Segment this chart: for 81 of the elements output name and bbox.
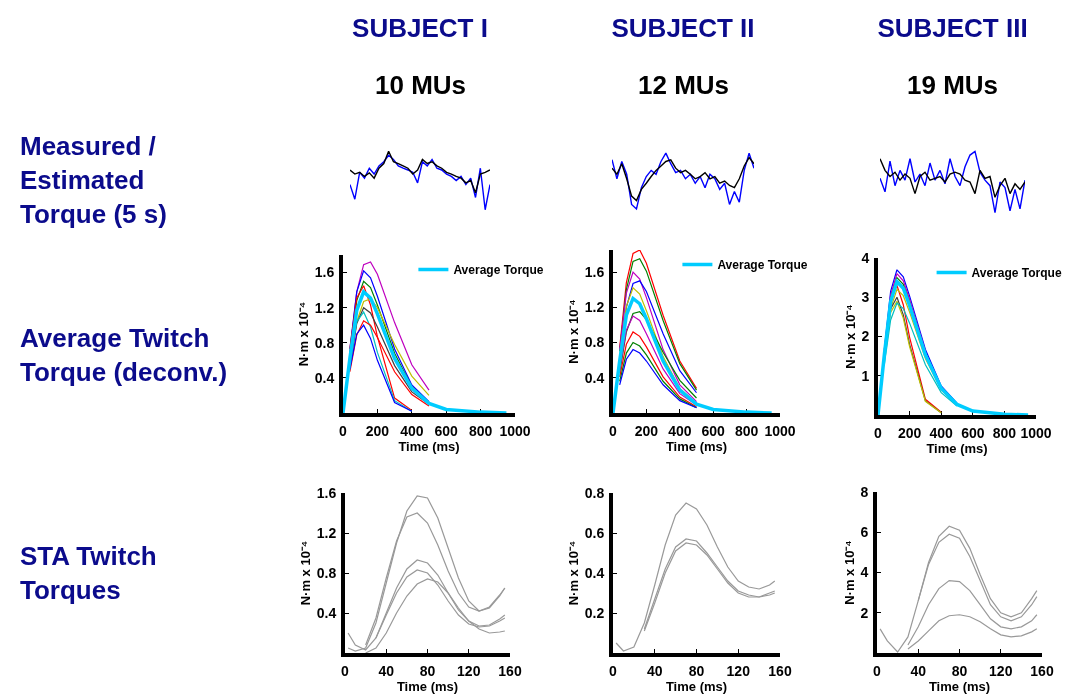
y-tick-label: 0.8: [316, 564, 337, 581]
y-tick-label: 1.2: [316, 524, 337, 541]
y-tick-label: 0.8: [584, 484, 605, 501]
x-tick-label: 400: [400, 422, 424, 439]
x-axis-title: Time (ms): [665, 438, 728, 454]
x-tick-label: 600: [434, 422, 459, 439]
x-tick-label: 200: [897, 424, 922, 441]
x-tick-label: 200: [634, 422, 659, 439]
y-tick-label: 1.6: [314, 264, 335, 281]
x-tick-label: 40: [646, 662, 663, 679]
y-axis-title: N·m x 10⁻⁴: [296, 301, 312, 367]
x-axis-title: Time (ms): [665, 678, 728, 694]
y-tick-label: 0.4: [584, 564, 605, 581]
y-axis-title: N·m x 10⁻⁴: [566, 299, 582, 364]
y-tick-label: 0.2: [584, 604, 605, 621]
x-tick-label: 80: [419, 662, 436, 679]
legend-label: Average Torque: [971, 266, 1062, 281]
x-tick-label: 400: [668, 422, 692, 439]
x-tick-label: 600: [961, 424, 985, 441]
y-axis-title: N·m x 10⁻⁴: [841, 540, 857, 605]
y-tick-label: 1.6: [584, 263, 605, 280]
y-tick-label: 4: [860, 564, 869, 581]
chart-subtitle: 19 MUs: [907, 70, 999, 100]
y-tick-label: 0.4: [314, 369, 335, 386]
x-tick-label: 120: [989, 662, 1013, 679]
x-tick-label: 400: [929, 424, 954, 441]
chart-title: SUBJECT I: [352, 13, 488, 44]
x-tick-label: 0: [609, 422, 618, 439]
text: Measured / Estimated Torque (5 s): [20, 131, 167, 229]
y-tick-label: 3: [861, 289, 870, 306]
x-tick-label: 160: [768, 662, 792, 679]
y-tick-label: 0.8: [314, 334, 335, 351]
y-tick-label: 1: [861, 367, 870, 384]
y-tick-label: 6: [860, 524, 869, 541]
x-tick-label: 800: [468, 422, 493, 439]
text: Average Twitch Torque (deconv.): [20, 323, 228, 387]
y-tick-label: 2: [861, 328, 870, 345]
chart-title: SUBJECT III: [877, 13, 1028, 44]
x-tick-label: 1000: [764, 422, 796, 439]
y-tick-label: 0.4: [584, 369, 605, 386]
x-tick-label: 80: [688, 662, 705, 679]
y-tick-label: 4: [861, 249, 870, 266]
y-tick-label: 1.2: [314, 299, 335, 316]
text: STA Twitch Torques: [20, 541, 157, 605]
y-tick-label: 8: [860, 483, 869, 500]
legend-label: Average Torque: [717, 258, 808, 273]
x-tick-label: 0: [873, 662, 882, 679]
chart-title: SUBJECT II: [611, 13, 755, 44]
x-tick-label: 600: [701, 422, 726, 439]
x-axis-title: Time (ms): [398, 438, 460, 454]
y-tick-label: 1.2: [584, 299, 605, 316]
x-tick-label: 160: [1030, 662, 1054, 679]
x-tick-label: 0: [609, 662, 618, 679]
x-tick-label: 0: [874, 424, 883, 441]
x-tick-label: 120: [726, 662, 751, 679]
legend-label: Average Torque: [453, 263, 544, 278]
x-tick-label: 0: [339, 422, 348, 439]
x-tick-label: 1000: [499, 422, 531, 439]
y-tick-label: 2: [860, 604, 869, 621]
x-tick-label: 0: [341, 662, 350, 679]
x-tick-label: 40: [378, 662, 395, 679]
x-tick-label: 200: [365, 422, 390, 439]
y-tick-label: 0.8: [584, 334, 605, 351]
x-tick-label: 40: [910, 662, 927, 679]
x-axis-title: Time (ms): [928, 678, 991, 694]
x-tick-label: 80: [951, 662, 968, 679]
x-tick-label: 800: [734, 422, 759, 439]
x-tick-label: 120: [457, 662, 481, 679]
y-axis-title: N·m x 10⁻⁴: [842, 304, 858, 369]
x-tick-label: 1000: [1020, 424, 1052, 441]
y-tick-label: 0.4: [316, 604, 337, 621]
chart-subtitle: 12 MUs: [638, 70, 730, 100]
y-tick-label: 0.6: [584, 524, 605, 541]
y-axis-title: N·m x 10⁻⁴: [566, 540, 582, 606]
y-axis-title: N·m x 10⁻⁴: [298, 540, 314, 606]
x-axis-title: Time (ms): [396, 678, 459, 694]
chart-subtitle: 10 MUs: [375, 70, 467, 100]
x-tick-label: 160: [498, 662, 522, 679]
x-tick-label: 800: [992, 424, 1017, 441]
x-axis-title: Time (ms): [926, 440, 988, 456]
y-tick-label: 1.6: [316, 484, 337, 501]
